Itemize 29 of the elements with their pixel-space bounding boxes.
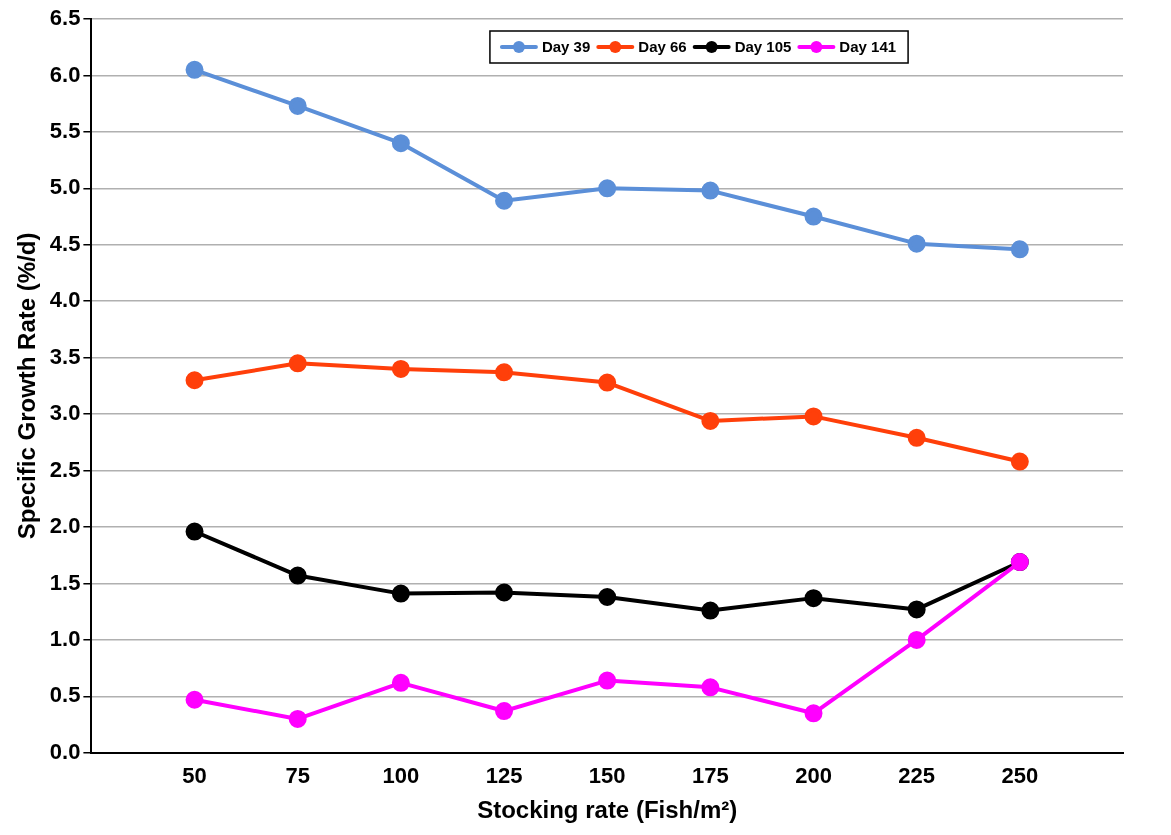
y-tick-label: 1.5 [49, 569, 81, 595]
x-tick-label: 200 [795, 763, 832, 789]
y-tick-label: 6.0 [49, 61, 81, 87]
y-tick-label: 5.5 [49, 117, 81, 143]
legend-label: Day 105 [734, 38, 792, 56]
legend-label: Day 141 [839, 38, 897, 56]
x-tick-label: 100 [382, 763, 420, 789]
x-tick-label: 50 [182, 763, 207, 789]
y-tick-label: 2.0 [49, 513, 81, 539]
x-tick-label: 225 [898, 763, 936, 789]
y-tick-label: 3.0 [49, 400, 81, 426]
y-axis-title: Specific Growth Rate (%/d) [13, 232, 41, 540]
x-tick-label: 75 [285, 763, 310, 789]
y-tick-label: 4.0 [49, 287, 81, 313]
y-tick-label: 6.5 [49, 5, 81, 31]
y-tick-label: 3.5 [49, 343, 81, 369]
legend-label: Day 66 [638, 38, 687, 56]
y-tick-label: 2.5 [49, 456, 81, 482]
y-tick-label: 4.5 [49, 230, 81, 256]
x-tick-label: 125 [485, 763, 523, 789]
y-tick-label: 5.0 [49, 174, 81, 200]
y-tick-label: 0.0 [49, 738, 81, 764]
y-tick-label: 1.0 [49, 625, 81, 651]
y-tick-label: 0.5 [49, 682, 81, 708]
x-tick-label: 175 [691, 763, 729, 789]
x-tick-label: 150 [588, 763, 626, 789]
x-axis-title: Stocking rate (Fish/m²) [477, 796, 738, 824]
legend-label: Day 39 [541, 38, 591, 56]
x-tick-label: 250 [1001, 763, 1039, 789]
